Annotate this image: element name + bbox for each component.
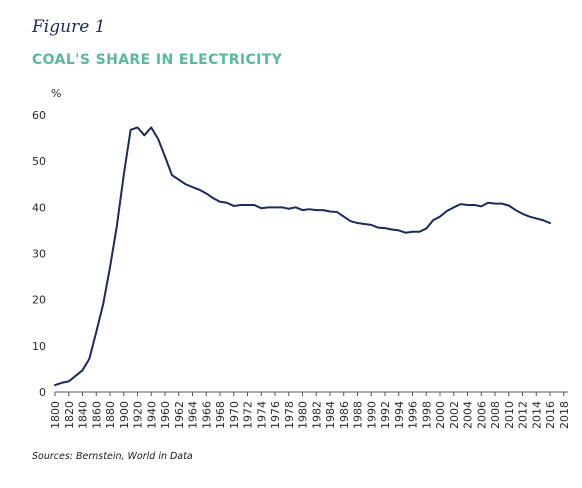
coal-share-line [54,126,551,387]
y-axis-unit-label: % [51,87,61,100]
x-tick-label: 2006 [475,401,488,429]
x-tick-label: 1970 [228,401,241,429]
x-tick-label: 1976 [269,401,282,429]
x-tick-label: 1800 [49,401,62,429]
chart-title: COAL'S SHARE IN ELECTRICITY [32,52,283,68]
x-tick-label: 1992 [379,401,392,429]
x-tick-label: 1990 [365,401,378,429]
x-tick-label: 1860 [90,401,103,429]
y-tick-label: 30 [32,248,46,261]
x-tick-label: 1960 [159,401,172,429]
y-tick-label: 50 [32,155,46,168]
y-tick-label: 60 [32,109,46,122]
x-tick-label: 1820 [63,401,76,429]
x-tick-label: 1984 [324,401,337,429]
x-tick-label: 1972 [242,401,255,429]
y-tick-label: 40 [32,201,46,214]
y-tick-label: 10 [32,340,46,353]
x-tick-label: 1982 [310,401,323,429]
x-tick-label: 1968 [214,401,227,429]
x-tick-label: 1900 [118,401,131,429]
x-tick-label: 1962 [173,401,186,429]
source-note: Sources: Bernstein, World in Data [32,451,193,462]
x-tick-label: 1880 [104,401,117,429]
x-tick-label: 1996 [407,401,420,429]
x-tick-label: 2004 [462,401,475,429]
x-tick-label: 2010 [503,401,516,429]
x-tick-label: 2012 [517,401,530,429]
series-layer [54,126,551,387]
y-tick-label: 20 [32,294,46,307]
x-tick-label: 1920 [132,401,145,429]
x-tick-label: 2014 [530,401,543,429]
x-tick-label: 1978 [283,401,296,429]
x-tick-label: 1986 [338,401,351,429]
x-tick-label: 1964 [187,401,200,429]
x-tick-label: 1966 [200,401,213,429]
x-tick-label: 2018 [558,401,571,429]
figure-label: Figure 1 [32,17,106,37]
x-tick-label: 1994 [393,401,406,429]
x-tick-label: 2008 [489,401,502,429]
x-tick-label: 2002 [448,401,461,429]
x-tick-label: 1980 [297,401,310,429]
x-tick-label: 1974 [255,401,268,429]
x-tick-label: 1998 [420,401,433,429]
x-tick-label: 1988 [352,401,365,429]
x-tick-label: 1940 [145,401,158,429]
x-tick-label: 2000 [434,401,447,429]
x-tick-label: 1840 [77,401,90,429]
x-tick-label: 2016 [544,401,557,429]
y-tick-label: 0 [39,386,46,399]
